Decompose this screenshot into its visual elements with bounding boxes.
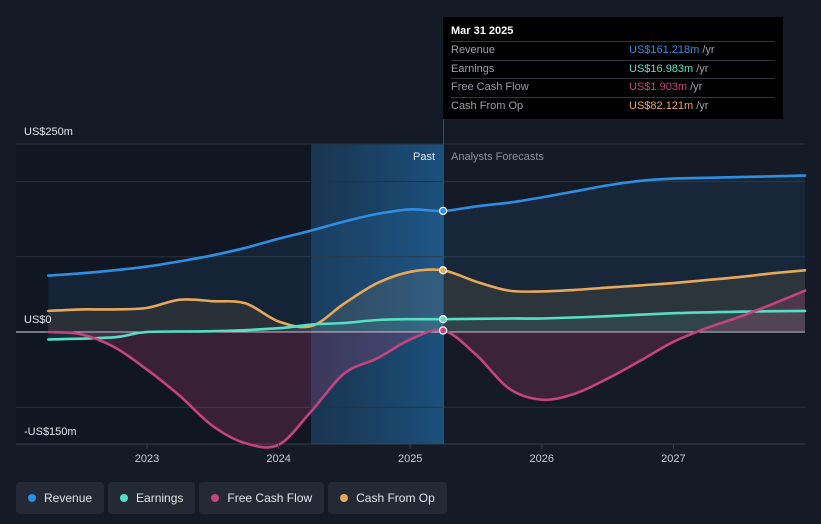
tooltip-row-free-cash-flow: Free Cash Flow US$1.903m /yr	[451, 78, 775, 97]
free-cash-flow-marker	[438, 326, 448, 335]
legend-label: Cash From Op	[356, 491, 435, 505]
y-label-bottom: -US$150m	[24, 426, 77, 438]
free-cash-flow-area	[48, 290, 806, 448]
x-tick-label: 2027	[661, 453, 685, 465]
tooltip-value: US$16.983m	[629, 62, 694, 75]
tooltip-row-cash-from-op: Cash From Op US$82.121m /yr	[451, 96, 775, 116]
revenue-line	[47, 174, 807, 277]
hover-markers	[438, 206, 448, 335]
past-label: Past	[413, 151, 435, 163]
x-tick-label: 2024	[266, 453, 290, 465]
tooltip-label: Cash From Op	[451, 99, 524, 112]
earnings-marker	[438, 315, 448, 324]
earnings-area	[48, 310, 806, 340]
free-cash-flow-dot-icon	[211, 494, 220, 502]
tooltip-label: Free Cash Flow	[451, 81, 529, 93]
tooltip-unit: /yr	[702, 44, 715, 56]
tooltip-label: Revenue	[451, 44, 496, 56]
revenue-area	[48, 175, 806, 332]
series-lines	[47, 174, 807, 449]
x-tick-label: 2023	[135, 453, 159, 465]
past-highlight-region	[311, 144, 444, 444]
y-label-zero: US$0	[24, 314, 52, 326]
legend-item-free-cash-flow[interactable]: Free Cash Flow	[199, 482, 325, 514]
legend-item-cash-from-op[interactable]: Cash From Op	[328, 482, 447, 514]
tooltip-row-earnings: Earnings US$16.983m /yr	[451, 59, 775, 79]
earnings-dot-icon	[120, 494, 129, 502]
x-tick-label: 2025	[398, 453, 422, 465]
legend-item-earnings[interactable]: Earnings	[108, 482, 196, 514]
legend-label: Free Cash Flow	[227, 491, 313, 505]
tooltip-value: US$1.903m	[629, 81, 688, 93]
tooltip-value: US$161.218m	[629, 44, 700, 56]
y-label-top: US$250m	[24, 126, 73, 138]
tooltip-label: Earnings	[451, 62, 495, 75]
cash-from-op-marker	[438, 266, 448, 275]
past-dark-region	[16, 144, 311, 444]
tooltip-row-revenue: Revenue US$161.218m /yr	[451, 41, 775, 60]
revenue-dot-icon	[28, 494, 36, 502]
legend-label: Revenue	[44, 491, 93, 505]
tooltip-date: Mar 31 2025	[451, 25, 514, 37]
cash-from-op-dot-icon	[340, 494, 349, 502]
revenue-marker	[438, 206, 448, 216]
free-cash-flow-line	[47, 289, 807, 449]
x-tick-label: 2026	[530, 453, 554, 465]
earnings-line	[47, 309, 807, 341]
legend-label: Earnings	[136, 491, 184, 505]
x-axis: 2023 2024 2025 2026 2027	[135, 444, 686, 465]
tooltip: Mar 31 2025 Revenue US$161.218m /yr Earn…	[443, 17, 783, 119]
cash-from-op-line	[47, 268, 807, 329]
legend: Revenue Earnings Free Cash Flow Cash Fro…	[16, 482, 447, 514]
forecast-label: Analysts Forecasts	[451, 151, 544, 163]
legend-item-revenue[interactable]: Revenue	[16, 482, 105, 514]
tooltip-unit: /yr	[690, 81, 703, 93]
tooltip-unit: /yr	[696, 99, 709, 112]
tooltip-value: US$82.121m	[629, 99, 694, 112]
tooltip-unit: /yr	[696, 62, 709, 75]
